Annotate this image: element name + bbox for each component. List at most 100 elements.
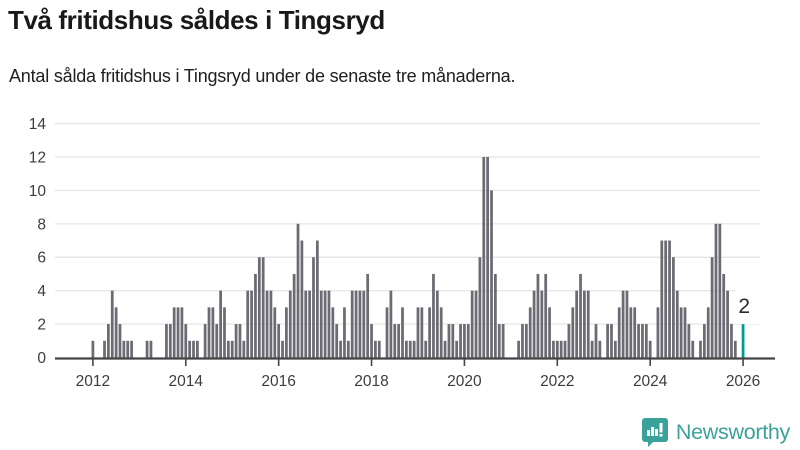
bar — [540, 290, 544, 358]
bar — [319, 290, 323, 358]
y-axis-label: 10 — [29, 183, 47, 200]
bar — [517, 340, 520, 358]
newsworthy-logo[interactable]: Newsworthy — [641, 417, 790, 447]
bar — [103, 340, 106, 358]
bar — [664, 240, 668, 358]
y-axis-label: 4 — [37, 283, 46, 300]
value-label-box — [735, 287, 776, 325]
bar — [288, 290, 292, 358]
bar — [610, 324, 613, 358]
bar — [679, 307, 683, 358]
bar — [385, 307, 389, 358]
bar — [656, 307, 660, 358]
bar — [571, 307, 575, 358]
bar — [590, 340, 594, 358]
bar — [188, 340, 192, 358]
bar — [315, 240, 319, 358]
bar — [304, 290, 308, 358]
bar — [733, 340, 737, 358]
bar — [261, 257, 265, 358]
bar — [292, 273, 296, 358]
bar — [548, 307, 551, 358]
bar — [435, 290, 439, 358]
y-axis-label: 14 — [29, 116, 47, 133]
bar — [219, 290, 222, 358]
bar — [528, 307, 532, 358]
page-title: Två fritidshus såldes i Tingsryd — [8, 5, 385, 35]
bar — [343, 307, 346, 358]
bar — [254, 273, 257, 358]
bar — [184, 324, 188, 358]
bar — [637, 324, 640, 358]
bar — [447, 324, 451, 358]
bar — [726, 290, 729, 358]
bar — [718, 223, 722, 358]
bar — [463, 324, 466, 358]
bar — [145, 340, 149, 358]
bar — [168, 324, 172, 358]
bar — [486, 156, 490, 358]
y-axis-label: 8 — [37, 216, 46, 233]
bar — [443, 340, 447, 358]
mini-bars-icon — [646, 423, 663, 437]
bar — [559, 340, 563, 358]
bar — [420, 307, 424, 358]
current-value-label: 2 — [738, 295, 750, 318]
bar — [273, 307, 277, 358]
bar — [621, 290, 625, 358]
bar — [691, 340, 695, 358]
bar — [397, 324, 401, 358]
y-axis-label: 2 — [37, 317, 46, 334]
bar — [393, 324, 397, 358]
bar — [118, 324, 122, 358]
bar — [710, 257, 714, 358]
bar — [594, 324, 598, 358]
bar — [730, 324, 733, 358]
bar — [192, 340, 195, 358]
bar — [478, 257, 482, 358]
bar — [466, 324, 470, 358]
bar — [107, 324, 110, 358]
bar — [583, 290, 586, 358]
bar — [521, 324, 524, 358]
x-axis-label: 2016 — [261, 373, 295, 390]
bar — [536, 273, 540, 358]
bar — [211, 307, 215, 358]
bar — [312, 257, 315, 358]
bar — [668, 240, 671, 358]
bar — [331, 307, 335, 358]
bar — [579, 273, 582, 358]
bar — [265, 290, 269, 358]
bar — [389, 290, 393, 358]
y-axis-label: 6 — [37, 250, 46, 267]
bar — [203, 324, 207, 358]
x-axis-label: 2022 — [540, 373, 574, 390]
bar — [567, 324, 571, 358]
current-period-bar — [741, 324, 745, 358]
bar — [207, 307, 211, 358]
x-axis-label: 2012 — [76, 373, 110, 390]
bar — [586, 290, 590, 358]
bar — [648, 340, 652, 358]
bar — [358, 290, 362, 358]
brand-name: Newsworthy — [675, 419, 790, 444]
bar — [412, 340, 416, 358]
bar — [644, 324, 648, 358]
bar — [470, 290, 474, 358]
bar — [122, 340, 126, 358]
bar — [428, 307, 431, 358]
bar — [424, 340, 428, 358]
bar — [544, 273, 548, 358]
bar — [180, 307, 184, 358]
bar — [687, 324, 691, 358]
bar — [451, 324, 455, 358]
bar — [269, 290, 273, 358]
bar — [350, 290, 354, 358]
bar — [722, 273, 726, 358]
bar — [563, 340, 567, 358]
bar — [598, 340, 602, 358]
bar — [226, 340, 230, 358]
bar — [606, 324, 609, 358]
bar — [327, 290, 331, 358]
